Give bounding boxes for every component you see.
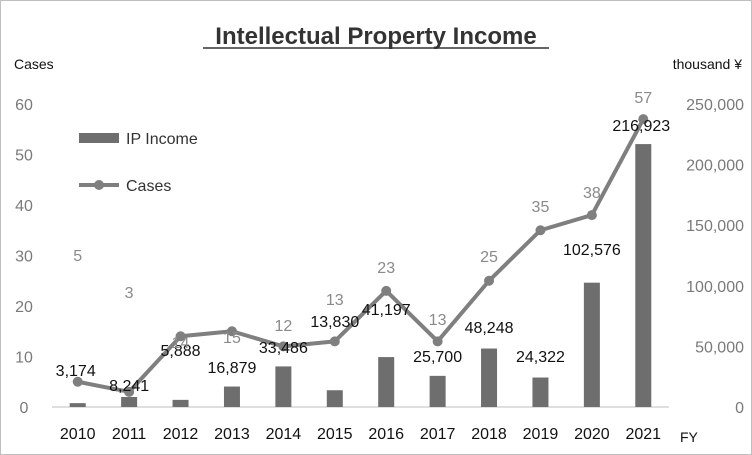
cases-data-label: 13 (326, 292, 344, 309)
left-tick-label: 60 (15, 97, 33, 114)
ip-income-bar (378, 357, 395, 407)
cases-point (638, 114, 649, 125)
right-axis-unit: thousand ¥ (673, 56, 742, 72)
right-tick-label: 0 (735, 400, 744, 417)
cases-point (72, 376, 83, 387)
cases-point (278, 341, 289, 352)
cases-data-label: 35 (532, 199, 550, 216)
ip-income-bar (172, 399, 189, 407)
cases-point (535, 225, 546, 236)
cases-data-labels: 5 3 14 15 12 13 23 13 25 35 38 57 (73, 90, 652, 352)
legend-ip-income-label: IP Income (126, 131, 198, 148)
ip-income-data-label: 102,576 (563, 242, 621, 259)
x-axis-ticks: 2010 2011 2012 2013 2014 2015 2016 2017 2018 2019… (60, 426, 661, 443)
cases-point (381, 285, 392, 296)
right-tick-label: 200,000 (686, 158, 744, 175)
ip-income-bar (69, 403, 86, 407)
x-tick-label: 2019 (523, 426, 559, 443)
ip-income-data-label: 5,888 (161, 343, 201, 360)
cases-point (586, 210, 597, 221)
ip-income-data-label: 25,700 (413, 349, 462, 366)
cases-point (432, 336, 443, 347)
left-tick-label: 30 (15, 249, 33, 266)
ip-income-bar (275, 366, 292, 407)
x-tick-label: 2021 (625, 426, 661, 443)
ip-income-bars (69, 144, 652, 407)
x-tick-label: 2014 (266, 426, 302, 443)
x-tick-label: 2011 (112, 426, 147, 443)
left-axis-ticks: 0 10 20 30 40 50 60 (15, 97, 33, 417)
cases-point (175, 331, 186, 342)
cases-data-label: 57 (634, 90, 652, 107)
ip-income-bar (583, 282, 600, 407)
x-axis-unit: FY (680, 429, 699, 445)
ip-income-bar (223, 386, 240, 407)
x-tick-label: 2017 (420, 426, 456, 443)
left-tick-label: 0 (20, 400, 29, 417)
ip-income-data-label: 3,174 (56, 363, 96, 380)
ip-income-bar (635, 144, 652, 407)
legend-cases-label: Cases (126, 178, 171, 195)
ip-income-data-label: 16,879 (207, 360, 256, 377)
right-tick-label: 150,000 (686, 218, 744, 235)
ip-income-data-label: 24,322 (516, 349, 565, 366)
left-tick-label: 50 (15, 148, 33, 165)
right-tick-label: 250,000 (686, 97, 744, 114)
right-axis-ticks: 0 50,000 100,000 150,000 200,000 250,000 (686, 97, 744, 417)
legend: IP Income Cases (79, 131, 198, 195)
cases-data-label: 13 (429, 312, 447, 329)
cases-data-label: 14 (172, 335, 190, 352)
cases-point (124, 386, 135, 397)
cases-data-label: 25 (480, 249, 498, 266)
ip-income-bar (326, 390, 343, 407)
ip-income-data-label: 8,241 (109, 378, 149, 395)
right-tick-label: 50,000 (695, 339, 744, 356)
legend-line-marker (94, 180, 104, 190)
ip-income-bar (532, 377, 549, 407)
x-tick-label: 2015 (317, 426, 353, 443)
x-tick-label: 2018 (471, 426, 507, 443)
x-tick-label: 2010 (60, 426, 96, 443)
x-tick-label: 2020 (574, 426, 610, 443)
ip-income-bar (481, 348, 498, 407)
ip-income-data-label: 13,830 (310, 314, 359, 331)
cases-data-label: 15 (223, 330, 241, 347)
ip-income-data-label: 48,248 (465, 320, 514, 337)
x-tick-label: 2013 (214, 426, 250, 443)
cases-data-label: 5 (73, 248, 82, 265)
left-tick-label: 20 (15, 299, 33, 316)
cases-point (226, 326, 237, 337)
x-tick-label: 2012 (163, 426, 199, 443)
cases-data-label: 3 (125, 285, 134, 302)
cases-line (75, 117, 646, 394)
left-tick-label: 40 (15, 198, 33, 215)
cases-data-label: 38 (583, 185, 601, 202)
x-tick-label: 2016 (368, 426, 404, 443)
legend-bar-swatch (79, 133, 119, 143)
ip-income-bar (429, 375, 446, 407)
cases-data-label: 12 (274, 318, 292, 335)
cases-point (484, 275, 495, 286)
ip-income-bar (121, 397, 138, 407)
cases-point (329, 336, 340, 347)
ip-income-data-label: 216,923 (612, 118, 670, 135)
right-tick-label: 100,000 (686, 279, 744, 296)
left-tick-label: 10 (15, 350, 33, 367)
chart-title: Intellectual Property Income (215, 23, 536, 50)
left-axis-unit: Cases (14, 56, 54, 72)
cases-data-label: 23 (377, 260, 395, 277)
ip-income-data-label: 33,486 (259, 340, 308, 357)
ip-income-data-label: 41,197 (362, 302, 411, 319)
cases-line-series (72, 114, 649, 397)
